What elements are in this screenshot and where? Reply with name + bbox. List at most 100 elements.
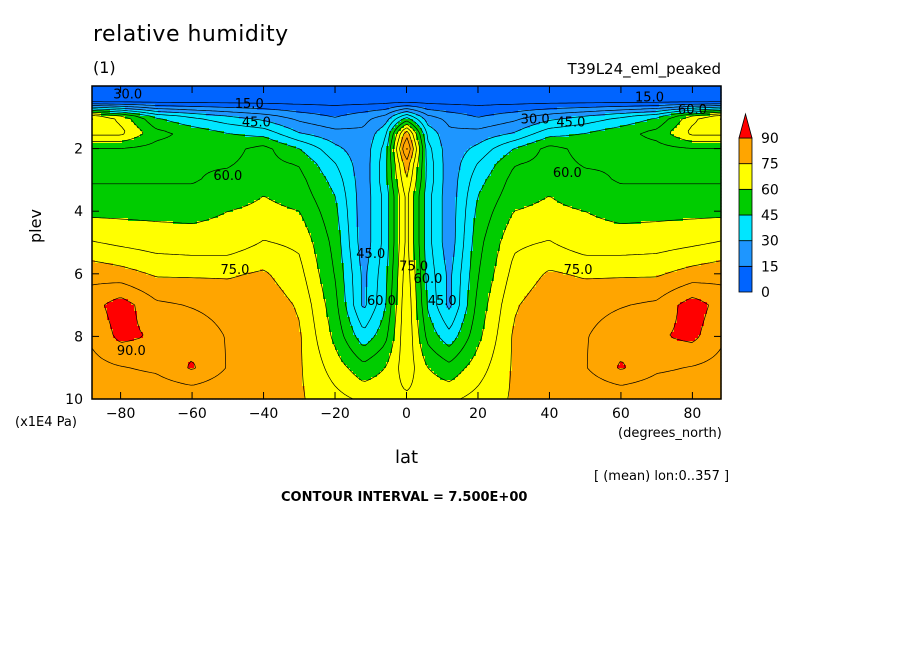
field-cell — [266, 95, 270, 99]
field-cell — [263, 95, 267, 99]
field-cell — [395, 104, 399, 108]
humidity-field — [92, 86, 722, 400]
field-cell — [485, 89, 489, 93]
field-cell — [350, 95, 354, 99]
field-cell — [326, 98, 330, 102]
field-cell — [713, 86, 717, 90]
field-cell — [239, 107, 243, 111]
field-cell — [419, 104, 423, 108]
field-cell — [413, 86, 417, 90]
field-cell — [563, 92, 567, 96]
field-cell — [323, 101, 327, 105]
field-cell — [179, 98, 183, 102]
field-cell — [260, 98, 264, 102]
field-cell — [275, 86, 279, 90]
field-cell — [188, 98, 192, 102]
field-cell — [572, 92, 576, 96]
field-cell — [398, 95, 402, 99]
field-cell — [512, 98, 516, 102]
field-cell — [92, 89, 96, 93]
field-cell — [347, 92, 351, 96]
field-cell — [422, 107, 426, 111]
field-cell — [539, 86, 543, 90]
field-cell — [248, 107, 252, 111]
field-cell — [485, 86, 489, 90]
field-cell — [263, 89, 267, 93]
field-cell — [251, 86, 255, 90]
field-cell — [506, 104, 510, 108]
field-cell — [464, 101, 468, 105]
field-cell — [173, 92, 177, 96]
field-cell — [494, 89, 498, 93]
field-cell — [302, 89, 306, 93]
field-cell — [203, 95, 207, 99]
contour-interval-note: CONTOUR INTERVAL = 7.500E+00 — [281, 490, 527, 505]
field-cell — [497, 104, 501, 108]
field-cell — [143, 101, 147, 105]
field-cell — [182, 86, 186, 90]
field-cell — [620, 95, 624, 99]
field-cell — [506, 86, 510, 90]
field-cell — [431, 98, 435, 102]
field-cell — [185, 92, 189, 96]
field-cell — [227, 86, 231, 90]
field-cell — [404, 92, 408, 96]
field-cell — [671, 89, 675, 93]
field-cell — [344, 101, 348, 105]
field-cell — [263, 86, 267, 90]
x-axis-unit: (degrees_north) — [618, 426, 722, 441]
field-cell — [665, 98, 669, 102]
field-cell — [119, 95, 123, 99]
field-cell — [206, 89, 210, 93]
field-cell — [374, 89, 378, 93]
field-cell — [119, 98, 123, 102]
field-cell — [332, 92, 336, 96]
field-cell — [353, 101, 357, 105]
field-cell — [479, 98, 483, 102]
field-cell — [497, 86, 501, 90]
field-cell — [284, 104, 288, 108]
field-cell — [623, 95, 627, 99]
field-cell — [713, 98, 717, 102]
field-cell — [374, 101, 378, 105]
field-cell — [185, 95, 189, 99]
field-cell — [680, 89, 684, 93]
field-cell — [338, 86, 342, 90]
field-cell — [389, 92, 393, 96]
field-cell — [605, 95, 609, 99]
field-cell — [281, 92, 285, 96]
field-cell — [341, 89, 345, 93]
field-cell — [527, 86, 531, 90]
field-cell — [500, 92, 504, 96]
field-cell — [203, 89, 207, 93]
field-cell — [308, 107, 312, 111]
field-cell — [395, 95, 399, 99]
field-cell — [326, 92, 330, 96]
field-cell — [407, 92, 411, 96]
field-cell — [395, 89, 399, 93]
field-cell — [542, 92, 546, 96]
field-cell — [707, 92, 711, 96]
field-cell — [542, 86, 546, 90]
field-cell — [167, 98, 171, 102]
field-cell — [491, 92, 495, 96]
field-cell — [374, 107, 378, 111]
field-cell — [440, 86, 444, 90]
field-cell — [440, 101, 444, 105]
field-cell — [272, 89, 276, 93]
field-cell — [290, 92, 294, 96]
field-cell — [452, 92, 456, 96]
field-cell — [377, 101, 381, 105]
field-cell — [356, 107, 360, 111]
field-cell — [131, 92, 135, 96]
field-cell — [368, 95, 372, 99]
field-cell — [260, 86, 264, 90]
field-cell — [383, 107, 387, 111]
field-cell — [269, 107, 273, 111]
field-cell — [347, 95, 351, 99]
field-cell — [551, 95, 555, 99]
field-cell — [530, 92, 534, 96]
field-cell — [569, 89, 573, 93]
field-cell — [104, 89, 108, 93]
field-cell — [134, 104, 138, 108]
